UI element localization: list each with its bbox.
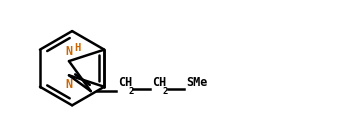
Text: CH: CH <box>118 76 132 89</box>
Text: 2: 2 <box>128 87 134 96</box>
Text: H: H <box>74 43 80 53</box>
Text: 2: 2 <box>162 87 168 96</box>
Text: N: N <box>65 78 73 91</box>
Text: N: N <box>65 45 73 58</box>
Text: SMe: SMe <box>186 76 208 89</box>
Text: CH: CH <box>152 76 166 89</box>
